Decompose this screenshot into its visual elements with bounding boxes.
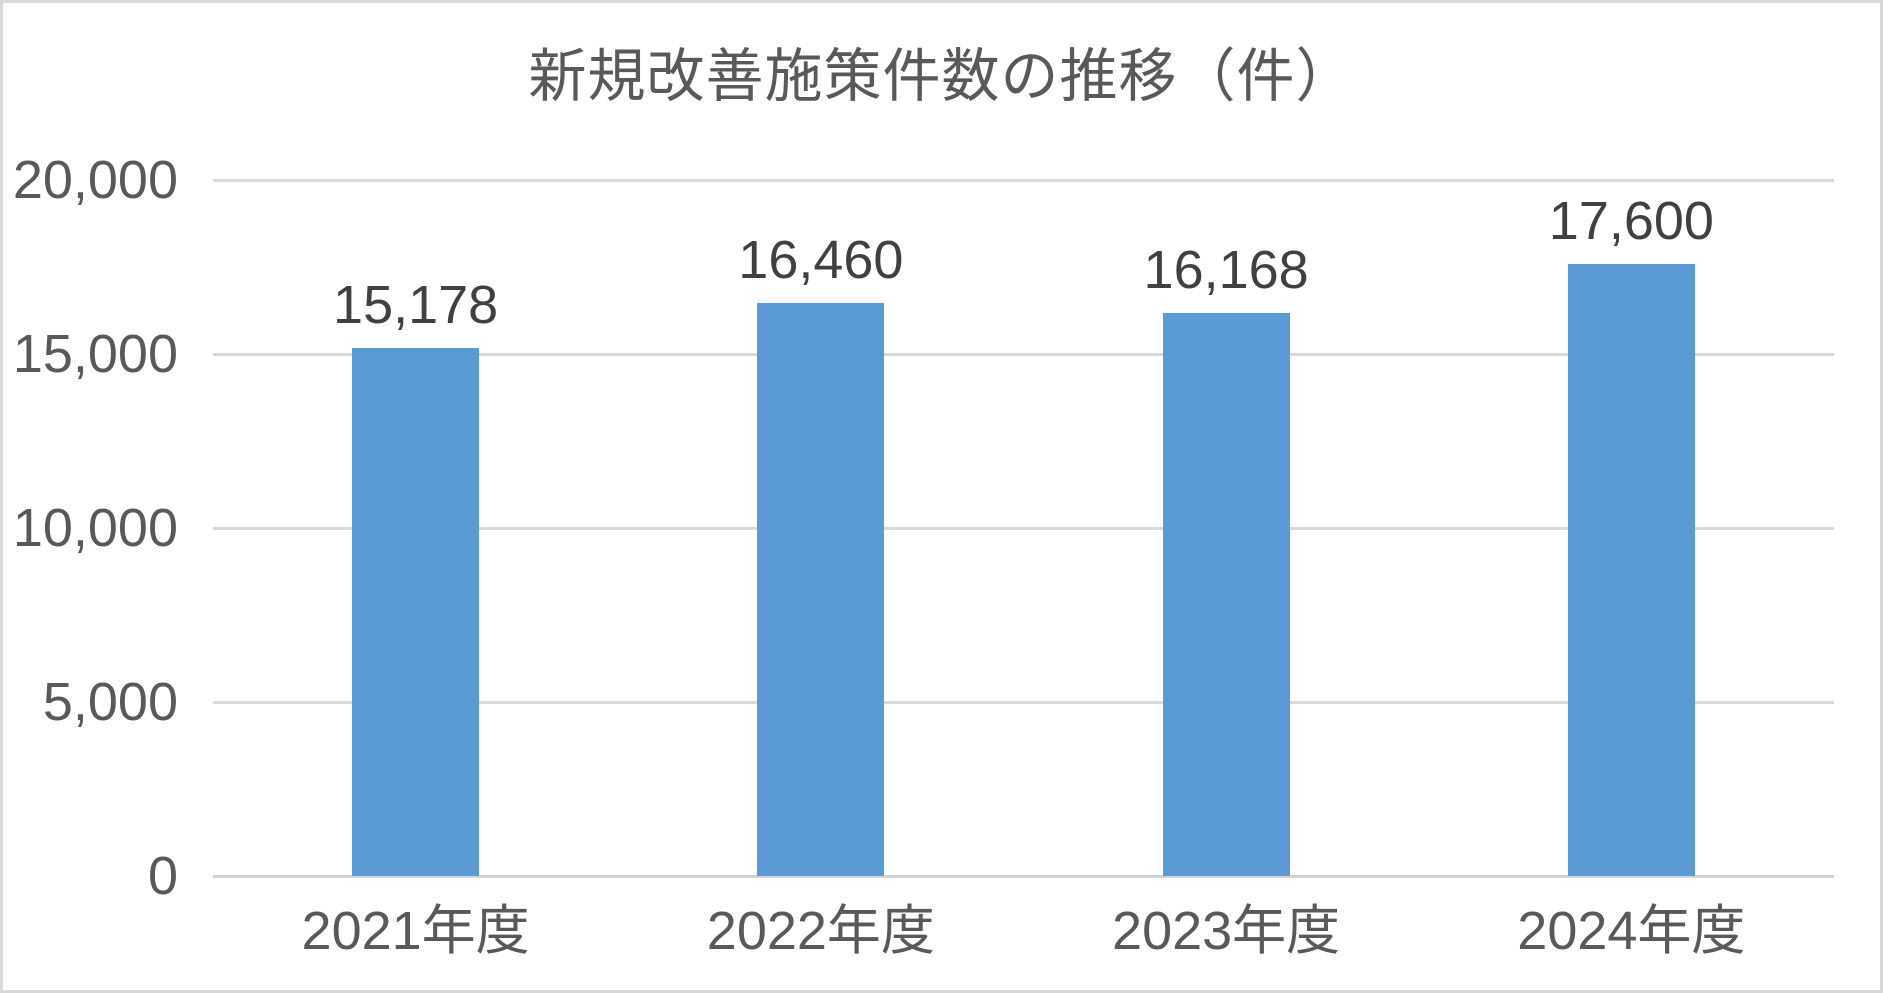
bar-value-label: 16,168 <box>1143 240 1309 301</box>
x-category-label: 2022年度 <box>706 901 935 961</box>
y-tick-label: 0 <box>147 846 178 906</box>
bar-2022年度 <box>757 303 885 876</box>
gridline <box>213 700 1834 704</box>
bar-2021年度 <box>352 347 480 876</box>
bar-2024年度 <box>1567 263 1695 876</box>
chart-title: 新規改善施策件数の推移（件） <box>528 44 1355 109</box>
bar-value-label: 16,460 <box>738 230 904 291</box>
x-axis-line <box>213 874 1834 878</box>
y-tick-label: 20,000 <box>12 150 178 210</box>
y-tick-label: 15,000 <box>12 324 178 384</box>
gridline <box>213 352 1834 356</box>
bar-value-label: 17,600 <box>1548 190 1714 251</box>
bar-value-label: 15,178 <box>333 274 499 335</box>
y-tick-label: 5,000 <box>42 672 178 732</box>
gridline <box>213 526 1834 530</box>
x-category-label: 2024年度 <box>1517 901 1746 961</box>
gridline <box>213 178 1834 182</box>
y-tick-label: 10,000 <box>12 498 178 558</box>
x-category-label: 2023年度 <box>1112 901 1341 961</box>
bar-2023年度 <box>1162 313 1290 876</box>
x-category-label: 2021年度 <box>301 901 530 961</box>
